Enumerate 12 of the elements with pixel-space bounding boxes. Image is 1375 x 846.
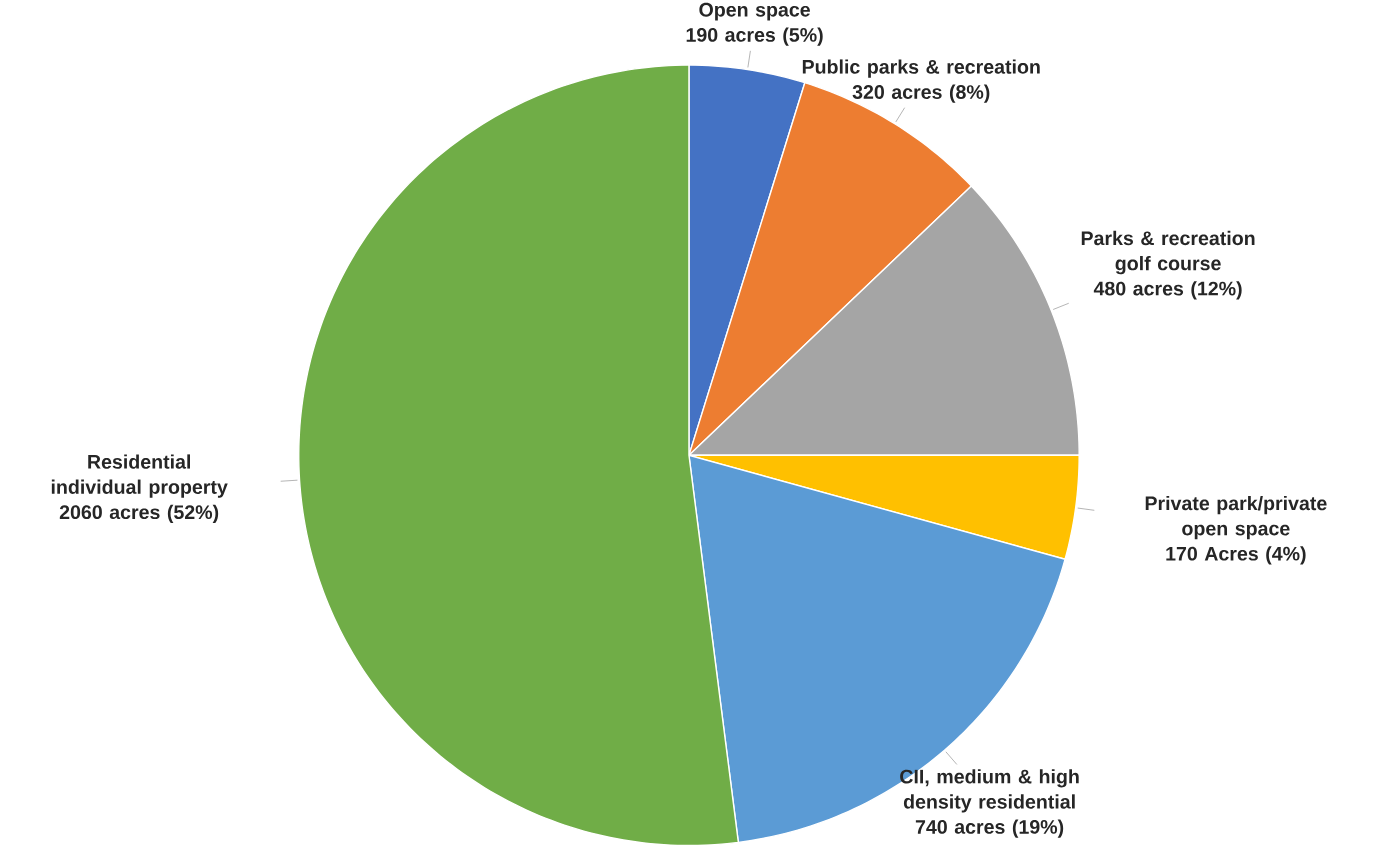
slice-label: Private park/private open space [1145, 495, 1327, 540]
data-label: 2060 acres (52%) [59, 504, 219, 523]
data-label: 320 acres (8%) [852, 84, 990, 103]
slice-label: Parks & recreation golf course [1081, 230, 1255, 275]
slice-label: CII, medium & high density residential [900, 769, 1079, 813]
slice-label: Public parks & recreation [802, 59, 1040, 78]
data-label: 740 acres (19%) [915, 819, 1064, 838]
data-label: 190 acres (5%) [686, 27, 823, 46]
data-label: 170 Acres (4%) [1166, 546, 1306, 565]
slice-label: Open space [699, 2, 810, 21]
data-label: 480 acres (12%) [1093, 281, 1242, 300]
slice-label: Residential individual property [51, 454, 228, 498]
